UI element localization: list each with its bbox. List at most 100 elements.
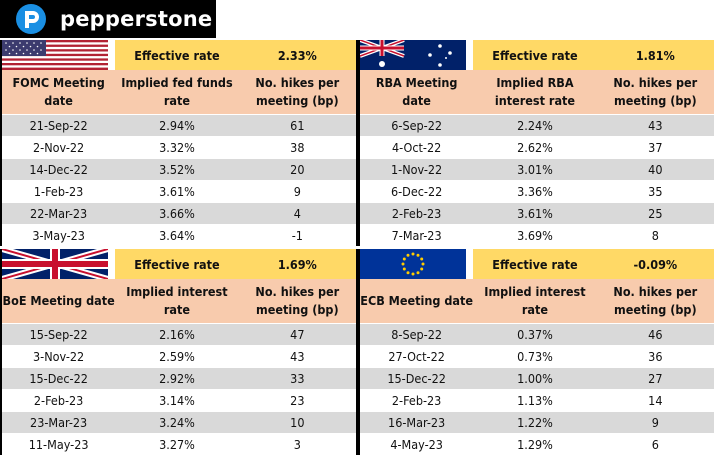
- meeting-date: 6-Sep-22: [360, 115, 473, 137]
- effective-rate-label: Effective rate: [115, 249, 238, 279]
- brand-name: pepperstone: [60, 7, 212, 31]
- ecb-table: Effective rate -0.09% ECB Meeting date I…: [360, 249, 714, 455]
- effective-rate-value: 1.81%: [597, 40, 714, 70]
- hikes-bp: -1: [239, 225, 356, 247]
- hikes-bp: 36: [597, 346, 714, 368]
- header-meeting-date: FOMC Meeting date: [2, 70, 115, 115]
- effective-rate-label: Effective rate: [115, 40, 238, 70]
- implied-rate: 3.69%: [473, 225, 596, 247]
- meeting-date: 2-Feb-23: [360, 390, 473, 412]
- implied-rate: 3.36%: [473, 181, 596, 203]
- header-implied-rate: Implied interest rate: [473, 279, 596, 324]
- hikes-bp: 47: [239, 324, 356, 346]
- implied-rate: 3.32%: [115, 137, 238, 159]
- hikes-bp: 35: [597, 181, 714, 203]
- rba-panel: Effective rate 1.81% RBA Meeting date Im…: [358, 40, 714, 246]
- meeting-date: 16-Mar-23: [360, 412, 473, 434]
- implied-rate: 0.37%: [473, 324, 596, 346]
- hikes-bp: 10: [239, 412, 356, 434]
- implied-rate: 2.94%: [115, 115, 238, 137]
- flag-cell: [360, 249, 473, 279]
- hikes-bp: 38: [239, 137, 356, 159]
- hikes-bp: 14: [597, 390, 714, 412]
- header-hikes: No. hikes per meeting (bp): [239, 279, 356, 324]
- effective-rate-row: Effective rate 1.81%: [360, 40, 714, 70]
- effective-rate-label: Effective rate: [473, 249, 596, 279]
- effective-rate-row: Effective rate 2.33%: [2, 40, 356, 70]
- flag-cell: [2, 249, 115, 279]
- implied-rate: 3.01%: [473, 159, 596, 181]
- meeting-date: 4-May-23: [360, 434, 473, 455]
- effective-rate-label: Effective rate: [473, 40, 596, 70]
- header-implied-rate: Implied RBA interest rate: [473, 70, 596, 115]
- meeting-date: 14-Dec-22: [2, 159, 115, 181]
- header-hikes: No. hikes per meeting (bp): [597, 70, 714, 115]
- meeting-date: 2-Feb-23: [360, 203, 473, 225]
- us-flag-icon: [2, 40, 108, 70]
- effective-rate-row: Effective rate -0.09%: [360, 249, 714, 279]
- meeting-date: 7-Mar-23: [360, 225, 473, 247]
- header-meeting-date: BoE Meeting date: [2, 279, 115, 324]
- fomc-table: Effective rate 2.33% FOMC Meeting date I…: [2, 40, 356, 246]
- header-implied-rate: Implied fed funds rate: [115, 70, 238, 115]
- implied-rate: 1.29%: [473, 434, 596, 455]
- implied-rate: 2.16%: [115, 324, 238, 346]
- hikes-bp: 46: [597, 324, 714, 346]
- hikes-bp: 9: [239, 181, 356, 203]
- meeting-date: 27-Oct-22: [360, 346, 473, 368]
- ecb-panel: Effective rate -0.09% ECB Meeting date I…: [358, 249, 714, 455]
- meeting-date: 2-Nov-22: [2, 137, 115, 159]
- flag-cell: [2, 40, 115, 70]
- implied-rate: 3.52%: [115, 159, 238, 181]
- hikes-bp: 6: [597, 434, 714, 455]
- hikes-bp: 43: [239, 346, 356, 368]
- boe-table: Effective rate 1.69% BoE Meeting date Im…: [2, 249, 356, 455]
- header-meeting-date: RBA Meeting date: [360, 70, 473, 115]
- meeting-date: 2-Feb-23: [2, 390, 115, 412]
- hikes-bp: 3: [239, 434, 356, 455]
- meeting-date: 3-May-23: [2, 225, 115, 247]
- rba-table: Effective rate 1.81% RBA Meeting date Im…: [360, 40, 714, 246]
- effective-rate-row: Effective rate 1.69%: [2, 249, 356, 279]
- hikes-bp: 40: [597, 159, 714, 181]
- hikes-bp: 37: [597, 137, 714, 159]
- boe-panel: Effective rate 1.69% BoE Meeting date Im…: [0, 249, 358, 455]
- australia-flag-icon: [360, 40, 466, 70]
- header-hikes: No. hikes per meeting (bp): [597, 279, 714, 324]
- meeting-date: 8-Sep-22: [360, 324, 473, 346]
- meeting-date: 11-May-23: [2, 434, 115, 455]
- implied-rate: 3.66%: [115, 203, 238, 225]
- flag-cell: [360, 40, 473, 70]
- meeting-date: 3-Nov-22: [2, 346, 115, 368]
- header-hikes: No. hikes per meeting (bp): [239, 70, 356, 115]
- hikes-bp: 27: [597, 368, 714, 390]
- fomc-panel: Effective rate 2.33% FOMC Meeting date I…: [0, 40, 358, 246]
- implied-rate: 1.13%: [473, 390, 596, 412]
- implied-rate: 2.92%: [115, 368, 238, 390]
- table-header: RBA Meeting date Implied RBA interest ra…: [360, 70, 714, 115]
- meeting-date: 15-Dec-22: [360, 368, 473, 390]
- eu-flag-icon: [360, 249, 466, 279]
- meeting-date: 1-Nov-22: [360, 159, 473, 181]
- hikes-bp: 25: [597, 203, 714, 225]
- meeting-date: 15-Sep-22: [2, 324, 115, 346]
- table-header: FOMC Meeting date Implied fed funds rate…: [2, 70, 356, 115]
